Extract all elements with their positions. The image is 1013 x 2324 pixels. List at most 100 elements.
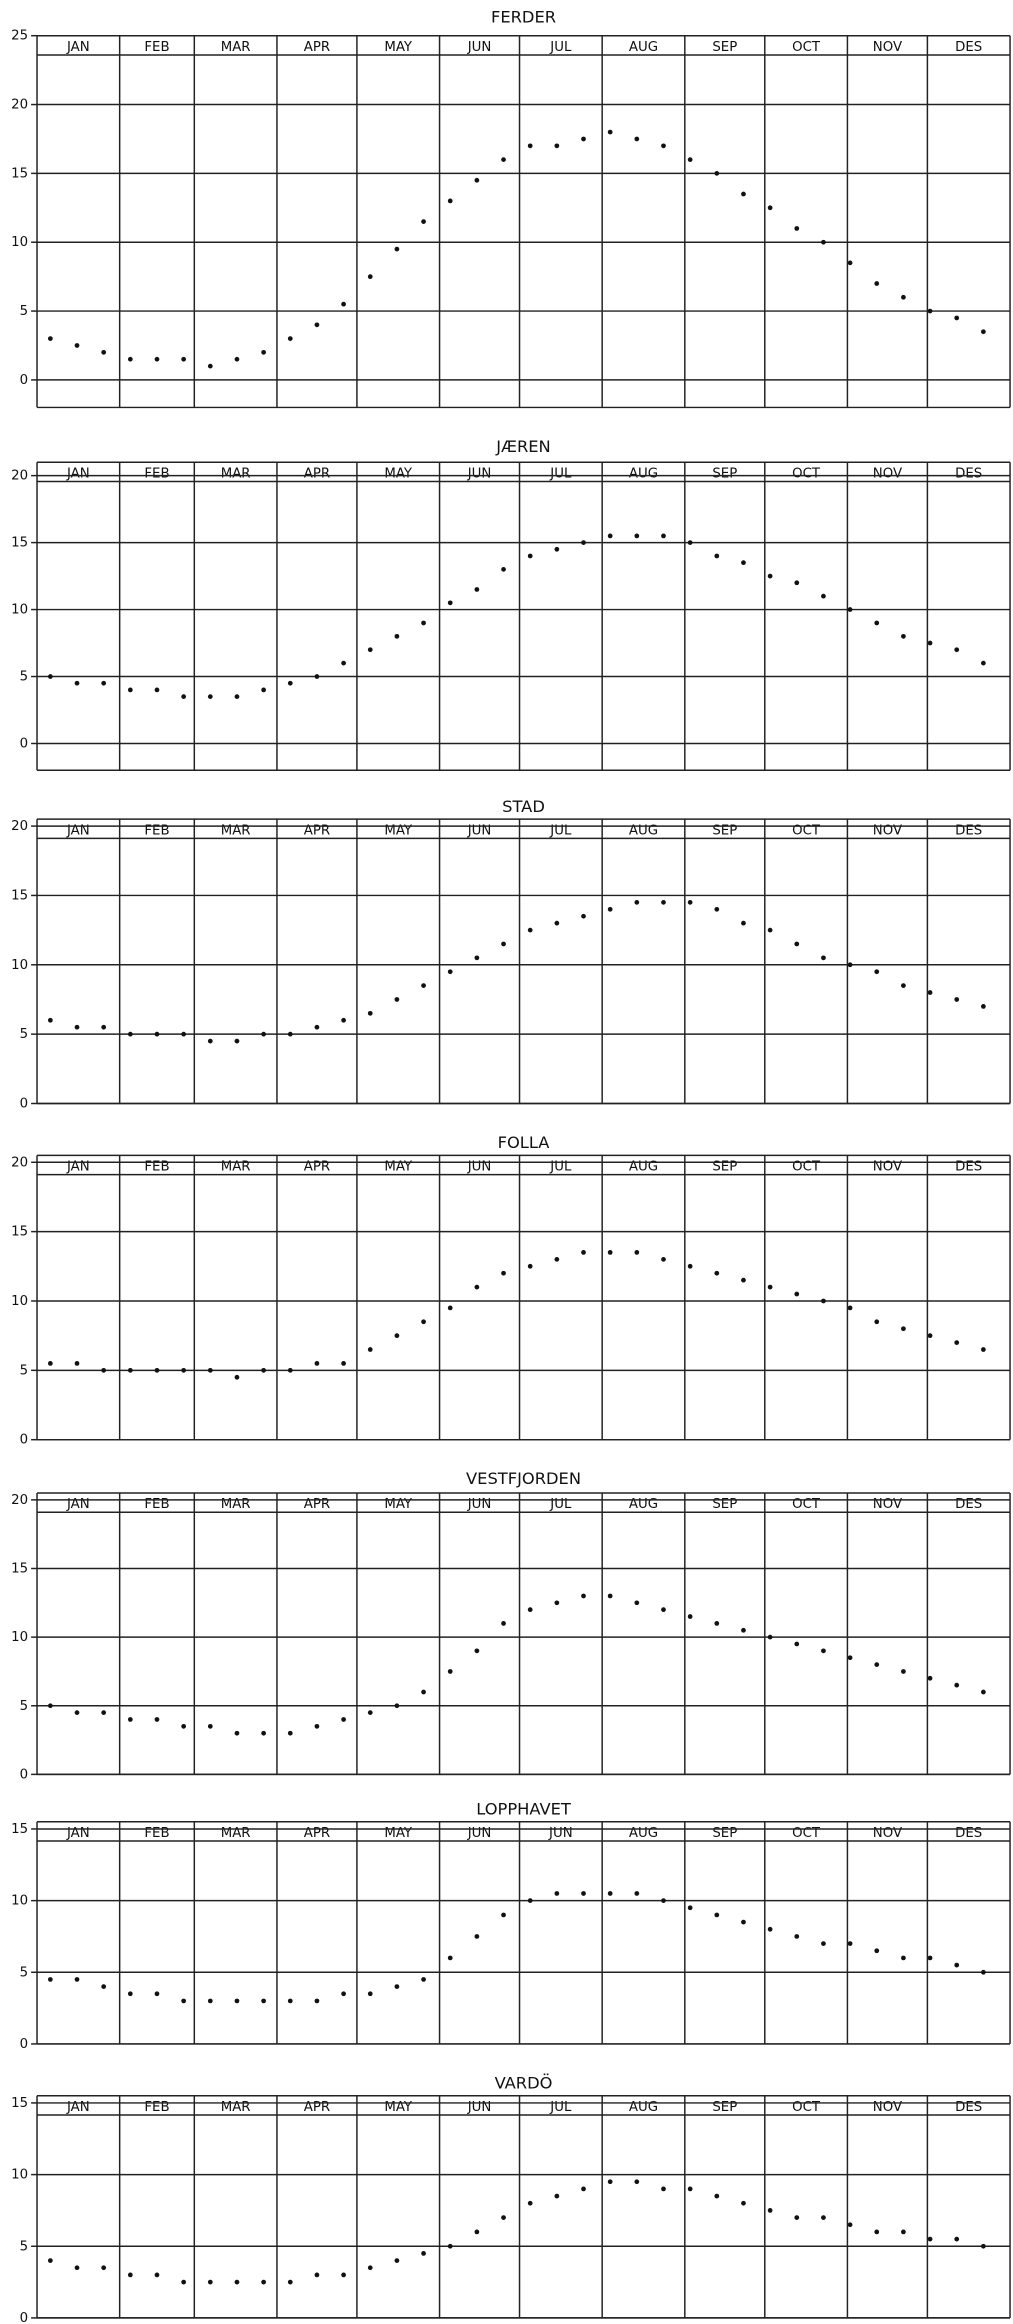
month-label: JUN: [548, 1826, 573, 1841]
data-point: [687, 157, 693, 162]
y-tick-label: 10: [11, 1894, 28, 1909]
data-point: [47, 1703, 53, 1709]
month-label: MAY: [384, 1497, 413, 1512]
data-point: [127, 356, 133, 362]
month-label: JUN: [467, 1826, 492, 1841]
y-tick-label: 0: [20, 1767, 28, 1782]
data-point: [687, 900, 693, 905]
data-point: [261, 687, 266, 693]
data-point: [527, 2200, 533, 2206]
data-point: [634, 1250, 640, 1255]
month-label: SEP: [712, 1159, 737, 1174]
data-point: [741, 1277, 746, 1283]
data-point: [181, 2279, 187, 2285]
data-point: [767, 2208, 773, 2213]
y-tick-label: 20: [11, 1155, 28, 1170]
data-point: [154, 1991, 160, 1997]
y-tick-label: 15: [11, 1225, 28, 1240]
data-point: [634, 2179, 640, 2185]
data-point: [794, 226, 800, 231]
data-point: [314, 322, 320, 328]
data-point: [394, 246, 400, 252]
data-point: [101, 1984, 107, 1989]
y-tick-label: 15: [11, 1822, 28, 1837]
data-point: [767, 1634, 773, 1640]
data-point: [367, 1710, 373, 1715]
data-point: [634, 136, 640, 142]
data-point: [981, 2243, 986, 2249]
data-point: [47, 2258, 53, 2263]
data-point: [127, 1367, 133, 1373]
data-point: [447, 600, 453, 606]
month-label: NOV: [873, 1826, 902, 1841]
data-point: [954, 2236, 960, 2242]
month-label: JUN: [467, 823, 492, 838]
month-label: DES: [955, 2100, 982, 2115]
data-point: [234, 2279, 240, 2285]
data-point: [501, 1912, 506, 1918]
month-label: FEB: [144, 1497, 169, 1512]
y-tick-label: 10: [11, 1294, 28, 1309]
month-label: MAR: [221, 1497, 251, 1512]
month-label: MAR: [221, 40, 251, 55]
month-label: FEB: [144, 1826, 169, 1841]
y-tick-label: 25: [11, 29, 28, 44]
data-point: [874, 1662, 880, 1667]
month-label: SEP: [712, 466, 737, 481]
y-tick-label: 5: [20, 1965, 28, 1980]
data-point: [154, 1031, 160, 1037]
data-point: [421, 620, 426, 626]
data-point: [581, 136, 586, 142]
data-point: [341, 1717, 346, 1722]
chart-title: FOLLA: [498, 1133, 550, 1152]
month-label: OCT: [792, 1497, 821, 1512]
data-point: [341, 1017, 346, 1023]
data-point: [874, 1319, 880, 1325]
data-point: [341, 660, 346, 666]
y-tick-label: 15: [11, 166, 28, 181]
data-point: [341, 1991, 346, 1997]
data-point: [501, 941, 506, 947]
data-point: [607, 129, 613, 135]
data-point: [714, 2193, 720, 2199]
data-point: [847, 260, 853, 266]
data-point: [821, 593, 826, 599]
month-label: JUL: [549, 1497, 572, 1512]
data-point: [207, 1998, 213, 2004]
data-point: [554, 920, 560, 926]
data-point: [661, 900, 666, 905]
month-label: APR: [304, 1497, 330, 1512]
data-point: [581, 1250, 586, 1255]
month-label: AUG: [629, 1159, 658, 1174]
month-label: DES: [955, 1826, 982, 1841]
data-point: [447, 1305, 453, 1311]
data-point: [741, 920, 746, 926]
chart-title: VESTFJORDEN: [466, 1469, 581, 1488]
data-point: [527, 143, 533, 149]
data-point: [314, 1998, 320, 2004]
data-point: [207, 1723, 213, 1729]
month-label: MAR: [221, 466, 251, 481]
data-point: [901, 294, 906, 300]
data-point: [421, 983, 426, 988]
data-point: [474, 1648, 480, 1654]
y-tick-label: 5: [20, 1699, 28, 1714]
data-point: [314, 2272, 320, 2278]
data-point: [74, 680, 80, 686]
data-point: [607, 533, 613, 539]
data-point: [554, 1256, 560, 1262]
data-point: [341, 301, 346, 307]
data-point: [261, 1367, 266, 1373]
data-point: [261, 1998, 266, 2004]
data-point: [901, 983, 906, 988]
y-tick-label: 0: [20, 2037, 28, 2052]
data-point: [261, 1031, 266, 1037]
month-label: JAN: [66, 466, 90, 481]
data-point: [207, 363, 213, 369]
month-label: MAR: [221, 1826, 251, 1841]
month-label: DES: [955, 466, 982, 481]
month-label: JAN: [66, 1159, 90, 1174]
data-point: [554, 1891, 560, 1896]
data-point: [634, 533, 640, 539]
